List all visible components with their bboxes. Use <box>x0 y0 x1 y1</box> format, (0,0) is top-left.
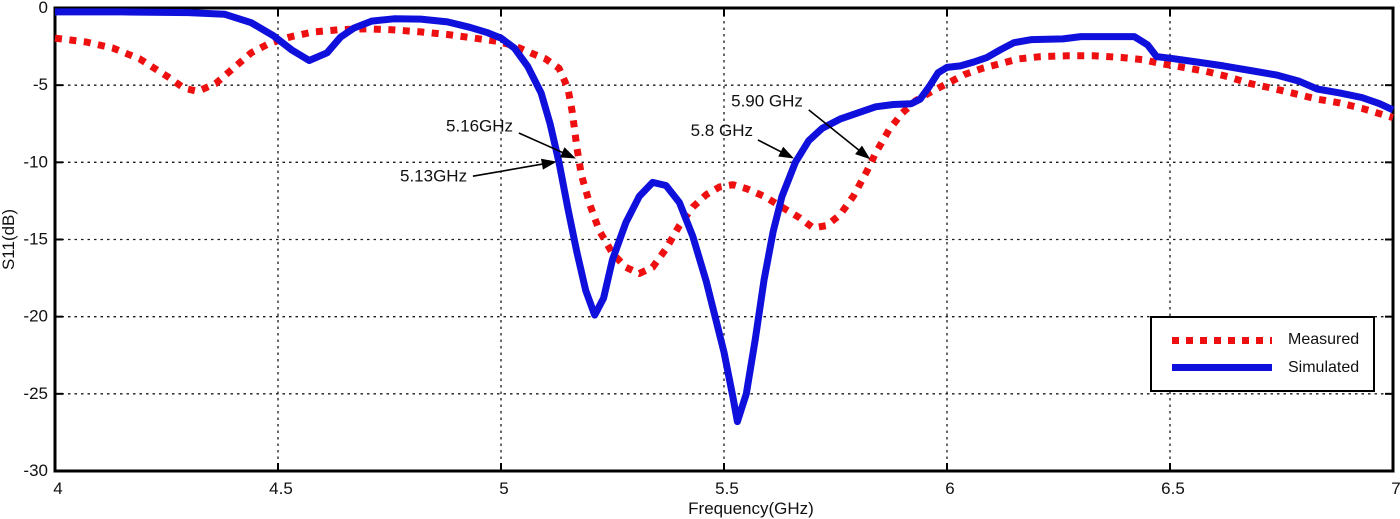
x-tick-label: 4.5 <box>269 479 293 498</box>
annotation-arrowhead-icon <box>778 146 794 159</box>
x-tick-label: 6 <box>945 479 954 498</box>
series-simulated <box>55 8 1395 426</box>
x-tick-label: 5.5 <box>715 479 739 498</box>
y-tick-label: -25 <box>23 384 48 403</box>
annotation-arrow-line <box>808 109 865 155</box>
annotation-arrowhead-icon <box>560 147 576 159</box>
annotation-arrowhead-icon <box>855 145 871 160</box>
y-tick-label: -10 <box>23 152 48 171</box>
x-tick-label: 6.5 <box>1161 479 1185 498</box>
annotation-arrow-line <box>518 132 569 156</box>
plot-border <box>53 6 1395 473</box>
legend-label-simulated: Simulated <box>1288 358 1360 376</box>
x-axis-label: Frequency(GHz) <box>688 499 814 518</box>
x-tick-label: 7 <box>1391 479 1400 498</box>
y-tick-label: -30 <box>23 461 48 480</box>
legend-item-simulated: Simulated <box>1152 359 1373 377</box>
annotation-label: 5.90 GHz <box>731 92 803 111</box>
x-tick-label: 4 <box>53 479 62 498</box>
y-tick-label: -20 <box>23 307 48 326</box>
x-tick-label: 5 <box>499 479 508 498</box>
y-tick-label: -15 <box>23 230 48 249</box>
annotation-arrow-line <box>472 162 550 178</box>
y-axis-label: S11(dB) <box>0 209 18 270</box>
legend: Measured Simulated <box>1150 316 1375 392</box>
y-tick-label: 0 <box>39 0 48 17</box>
annotation-label: 5.16GHz <box>446 116 513 135</box>
annotation-arrowhead-icon <box>541 158 557 170</box>
legend-label-measured: Measured <box>1288 331 1360 349</box>
simulated-line-sample-icon <box>1172 364 1272 372</box>
measured-line-sample-icon <box>1172 336 1272 344</box>
y-tick-label: -5 <box>33 75 48 94</box>
legend-item-measured: Measured <box>1152 331 1373 349</box>
annotation-label: 5.13GHz <box>400 166 467 185</box>
annotation-label: 5.8 GHz <box>691 121 753 140</box>
